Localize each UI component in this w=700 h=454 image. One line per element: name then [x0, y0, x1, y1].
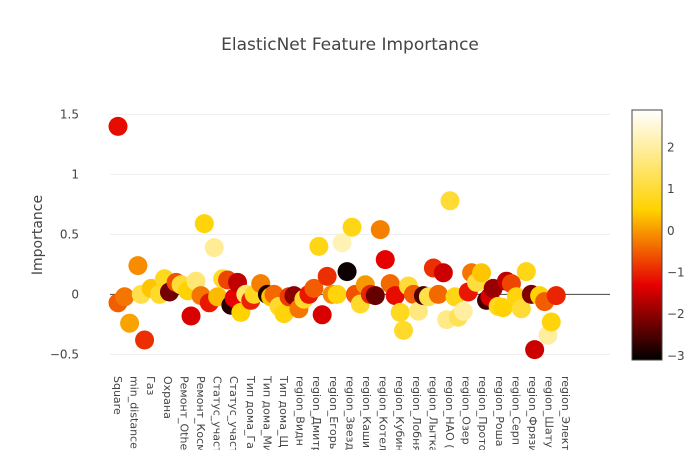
colorbar-tick-label: −3 — [667, 349, 685, 363]
data-point — [309, 236, 329, 256]
x-tick-label: region_Видн — [294, 376, 307, 446]
data-point — [115, 287, 135, 307]
y-tick-label: 1 — [71, 167, 79, 181]
x-tick-label: region_Дмитр — [310, 376, 323, 450]
x-tick-label: region_НАО ( — [443, 376, 456, 449]
colorbar-tick-labels: −3 −2 −1 0 1 2 — [667, 141, 685, 363]
x-tick-label: region_Лытка — [426, 376, 439, 450]
data-point — [337, 262, 357, 282]
colorbar-tick-label: 2 — [667, 141, 675, 155]
x-tick-labels: Square min_distance Газ Охрана Ремонт_Othe Ре… — [111, 375, 572, 454]
x-tick-label: region_Звезд — [343, 376, 356, 450]
data-point — [317, 266, 337, 286]
data-point — [390, 302, 410, 322]
data-point — [546, 286, 566, 306]
x-tick-label: region_Озер — [460, 376, 473, 445]
data-point — [525, 340, 545, 360]
y-tick-label: 0.5 — [60, 227, 79, 241]
x-tick-label: Ремонт_Othe — [177, 376, 190, 450]
data-point — [428, 284, 448, 304]
x-tick-label: region_Элект — [559, 376, 572, 450]
x-tick-label: region_Кубин — [393, 376, 406, 450]
data-point — [375, 250, 395, 270]
data-point — [128, 256, 148, 276]
data-point — [440, 191, 460, 211]
data-points — [108, 116, 566, 360]
x-tick-label: region_Лобня — [410, 376, 423, 450]
x-tick-label: region_Егорь — [327, 376, 340, 449]
colorbar-tick-label: 1 — [667, 182, 675, 196]
y-tick-label: 0 — [71, 287, 79, 301]
x-tick-label: region_Котел — [377, 376, 390, 450]
x-tick-label: region_Каши — [360, 376, 373, 448]
data-point — [385, 286, 405, 306]
x-tick-label: Статус_участ — [211, 376, 224, 450]
data-point — [365, 286, 385, 306]
data-point — [304, 278, 324, 298]
data-point — [327, 284, 347, 304]
x-tick-label: Статус_участ — [227, 376, 240, 450]
x-tick-label: region_Шату — [543, 376, 556, 448]
x-tick-label: region_Серп — [509, 376, 522, 445]
data-point — [342, 217, 362, 237]
data-point — [516, 262, 536, 282]
data-point — [135, 330, 155, 350]
colorbar-tick-label: −1 — [667, 266, 685, 280]
x-tick-label: region_Фрязи — [526, 376, 539, 450]
data-point — [453, 301, 473, 321]
colorbar-tick-label: 0 — [667, 224, 675, 238]
data-point — [370, 220, 390, 240]
data-point — [181, 306, 201, 326]
x-tick-label: Тип дома_Га — [244, 375, 257, 449]
y-tick-label: 1.5 — [60, 107, 79, 121]
data-point — [472, 263, 492, 283]
data-point — [511, 299, 531, 319]
data-point — [120, 313, 140, 333]
data-point — [394, 320, 414, 340]
y-tick-label: −0.5 — [50, 347, 79, 361]
data-point — [332, 233, 352, 253]
x-tick-label: region_Роша — [493, 376, 506, 446]
data-point — [194, 214, 214, 234]
data-point — [312, 305, 332, 325]
data-point — [108, 116, 128, 136]
x-tick-label: Тип дома_Ми — [260, 375, 273, 450]
x-tick-label: min_distance — [128, 376, 141, 449]
x-tick-label: Ремонт_Косм — [194, 376, 207, 450]
x-tick-label: Газ — [144, 376, 157, 395]
data-point — [204, 238, 224, 258]
data-point — [541, 312, 561, 332]
colorbar-tick-label: −2 — [667, 307, 685, 321]
data-point — [408, 301, 428, 321]
x-tick-label: region_Прото — [476, 376, 489, 450]
x-tick-label: Тип дома_Щ — [277, 375, 290, 447]
data-point — [433, 263, 453, 283]
chart-title: ElasticNet Feature Importance — [221, 35, 479, 55]
x-tick-label: Square — [111, 376, 124, 415]
colorbar: −3 −2 −1 0 1 2 — [631, 109, 685, 363]
x-tick-label: Охрана — [161, 376, 174, 419]
data-point — [493, 298, 513, 318]
y-axis-label: Importance — [30, 195, 46, 275]
data-point — [186, 271, 206, 291]
data-point — [274, 304, 294, 324]
y-tick-labels: −0.5 0 0.5 1 1.5 — [50, 107, 79, 361]
colorbar-gradient — [631, 109, 663, 361]
